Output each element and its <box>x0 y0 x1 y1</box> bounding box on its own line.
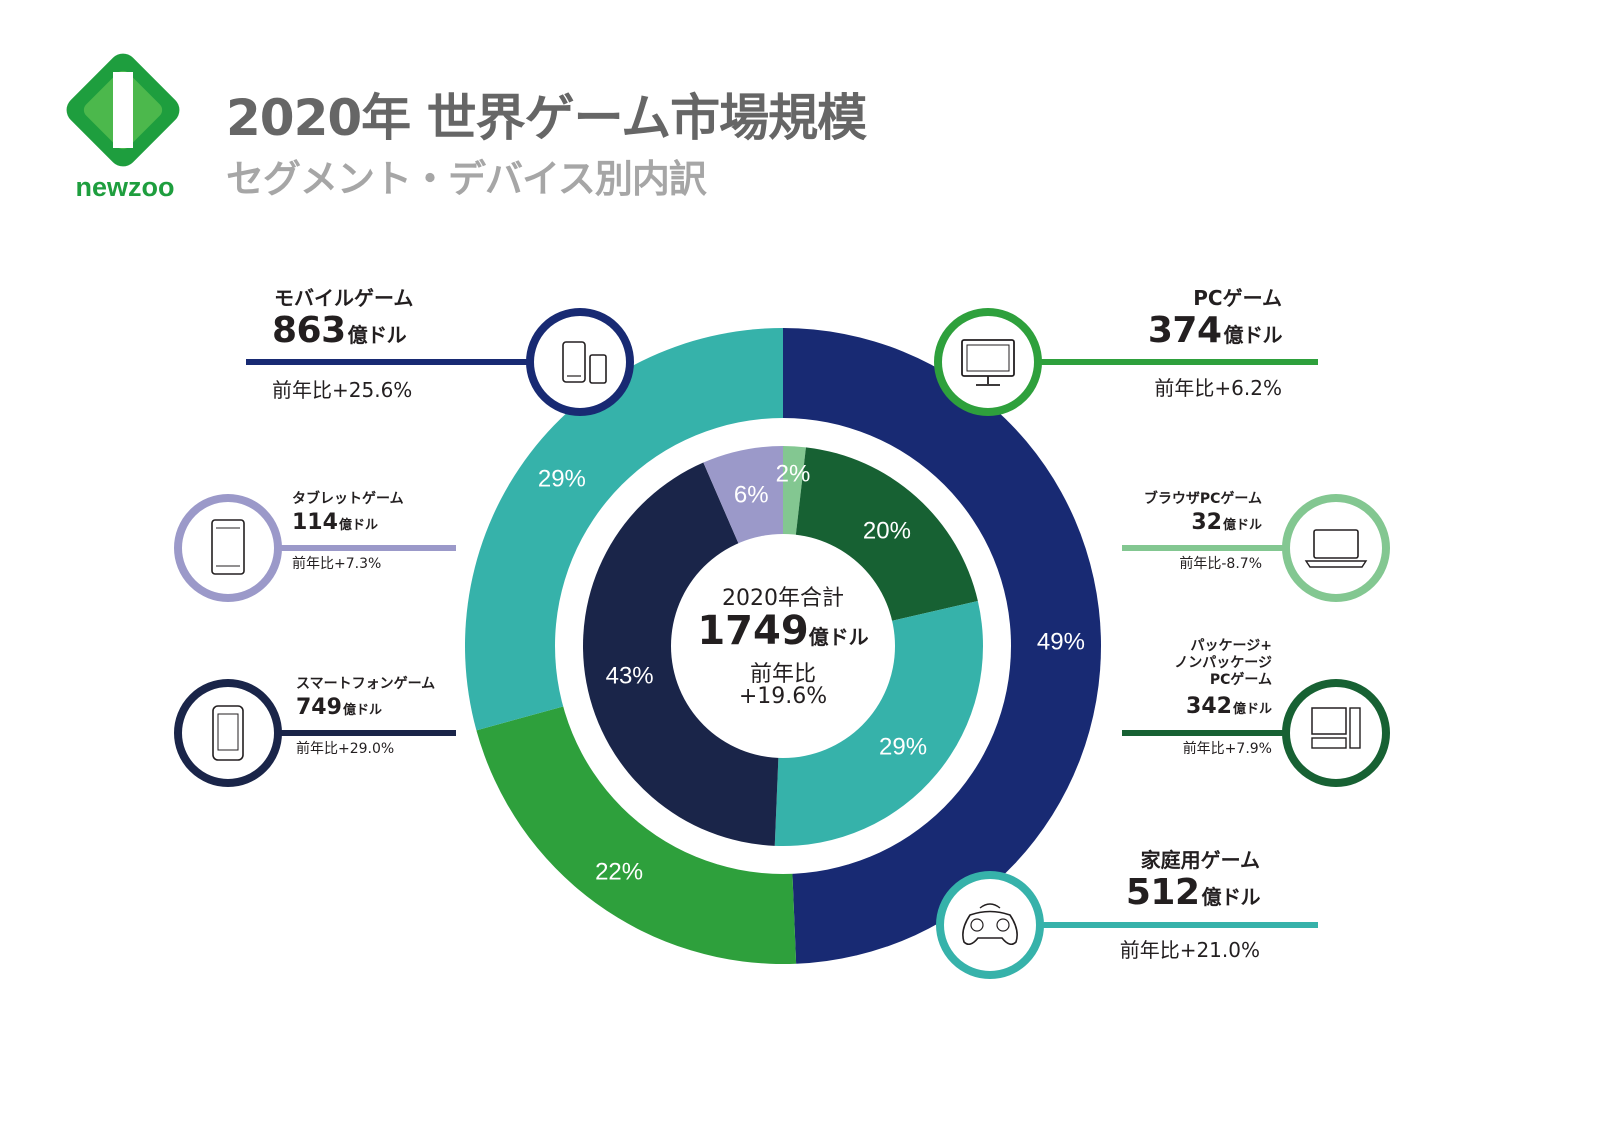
gamepad-icon <box>936 871 1044 979</box>
pc-value: 374 <box>1147 310 1222 351</box>
mobile-name: モバイルゲーム <box>274 286 414 310</box>
page-subtitle: セグメント・デバイス別内訳 <box>226 157 707 201</box>
pc-name: PCゲーム <box>1193 286 1282 310</box>
mobile-value-block: 863 億ドル <box>272 310 407 351</box>
tablet-yoy: 前年比+7.3% <box>292 556 382 572</box>
inner-ring-percent-label: 20% <box>863 518 911 545</box>
inner-ring-percent-label: 2% <box>776 460 811 487</box>
inner-ring-percent-label: 43% <box>606 663 654 690</box>
inner-ring-percent-label: 6% <box>734 481 769 508</box>
tablet-unit: 億ドル <box>338 518 378 533</box>
browser-pc-name: ブラウザPCゲーム <box>1143 491 1262 507</box>
packaged-pc-name: パッケージ+ ノンパッケージ PCゲーム <box>1174 638 1272 689</box>
console-value: 512 <box>1125 872 1200 913</box>
browser-pc-unit: 億ドル <box>1222 518 1262 533</box>
pc-unit: 億ドル <box>1223 323 1283 347</box>
packaged-pc-value: 342 <box>1186 694 1232 719</box>
smartphone-unit: 億ドル <box>342 703 382 718</box>
console-unit: 億ドル <box>1201 885 1261 909</box>
outer-ring-percent-label: 49% <box>1037 628 1085 655</box>
center-label: 2020年合計 <box>722 586 844 611</box>
inner-ring-percent-label: 29% <box>879 734 927 761</box>
packaged-pc-name-line: PCゲーム <box>1209 672 1272 688</box>
tablet-value-block: 114億ドル <box>292 510 378 535</box>
outer-ring-percent-label: 29% <box>538 466 586 493</box>
tablet-value: 114 <box>292 510 338 535</box>
center-hole <box>671 534 895 758</box>
console-yoy: 前年比+21.0% <box>1119 938 1260 962</box>
tablet-name: タブレットゲーム <box>292 491 404 507</box>
tablet-icon <box>174 494 282 602</box>
logo-text: newzoo <box>75 172 175 202</box>
center-yoy-value: +19.6% <box>738 684 828 709</box>
browser-pc-value-block: 32億ドル <box>1191 510 1262 535</box>
mobile-yoy: 前年比+25.6% <box>272 378 413 402</box>
center-yoy-label: 前年比 <box>749 662 816 687</box>
newzoo-logo-icon <box>66 53 180 167</box>
smartphone-value: 749 <box>296 695 342 720</box>
packaged-pc-name-line: ノンパッケージ <box>1174 655 1272 671</box>
console-value-block: 512 億ドル <box>1125 872 1261 913</box>
pc-yoy: 前年比+6.2% <box>1154 376 1282 400</box>
phone-tablet-icon <box>526 308 634 416</box>
browser-pc-value: 32 <box>1191 510 1222 535</box>
center-total-value: 1749 <box>697 608 809 654</box>
browser-pc-yoy: 前年比-8.7% <box>1179 556 1262 572</box>
outer-ring-percent-label: 22% <box>595 859 643 886</box>
center-total: 1749億ドル <box>683 608 883 654</box>
mobile-value: 863 <box>272 310 346 351</box>
center-total-unit: 億ドル <box>808 625 869 649</box>
desktop-computer-icon <box>1282 679 1390 787</box>
laptop-icon <box>1282 494 1390 602</box>
smartphone-yoy: 前年比+29.0% <box>296 741 395 757</box>
monitor-icon <box>934 308 1042 416</box>
packaged-pc-name-line: パッケージ+ <box>1190 638 1272 654</box>
page-title: 2020年 世界ゲーム市場規模 <box>226 89 867 147</box>
smartphone-icon <box>174 679 282 787</box>
smartphone-name: スマートフォンゲーム <box>296 676 436 692</box>
smartphone-value-block: 749億ドル <box>296 695 382 720</box>
packaged-pc-value-block: 342億ドル <box>1186 694 1272 719</box>
packaged-pc-yoy: 前年比+7.9% <box>1182 741 1272 757</box>
pc-value-block: 374 億ドル <box>1147 310 1283 351</box>
console-name: 家庭用ゲーム <box>1140 848 1260 872</box>
mobile-unit: 億ドル <box>347 323 407 347</box>
packaged-pc-unit: 億ドル <box>1232 702 1272 717</box>
